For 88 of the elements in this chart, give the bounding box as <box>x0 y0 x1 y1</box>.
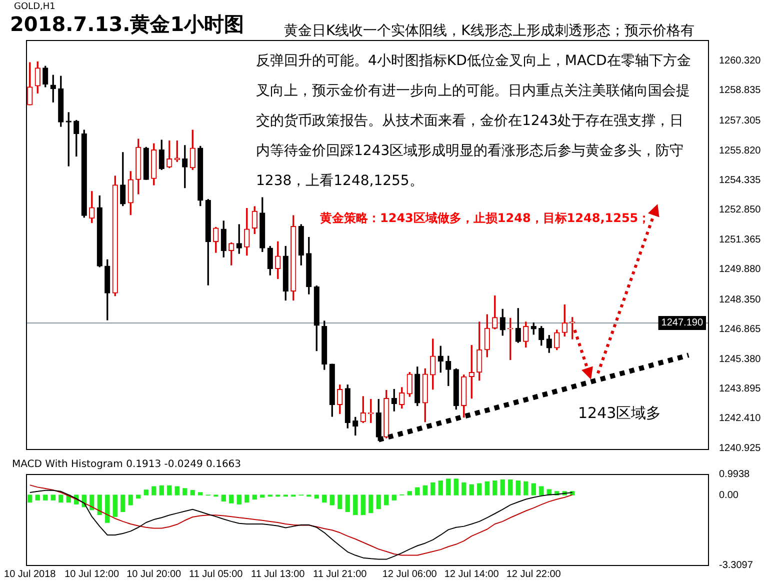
y-tick-label: 1242.410 <box>719 413 762 424</box>
bar <box>330 494 334 506</box>
y-tick-label: 1245.380 <box>719 354 762 365</box>
x-tick-label: 10 Jul 20:00 <box>126 568 182 580</box>
y-tick-label: 1257.305 <box>719 116 762 127</box>
bar <box>136 494 141 499</box>
bar <box>438 480 443 496</box>
bar <box>477 483 482 496</box>
bar <box>128 494 133 506</box>
bar <box>120 494 126 512</box>
x-tick-label: 10 Jul 2018 <box>4 568 56 580</box>
bar <box>167 485 172 496</box>
y-tick-label: 1252.850 <box>719 204 762 216</box>
bar <box>182 488 188 496</box>
x-tick-label: 11 Jul 13:00 <box>251 568 306 580</box>
y-tick-label: -3.3097 <box>719 560 754 571</box>
chart-title: 2018.7.13.黄金1小时图 <box>10 11 244 38</box>
bar <box>159 485 164 496</box>
bar <box>144 490 148 496</box>
bar <box>221 494 226 502</box>
bar <box>50 494 56 500</box>
x-tick-label: 12 Jul 06:00 <box>382 568 438 580</box>
bar <box>105 494 110 523</box>
ref-line-label: 1247.190 <box>661 318 704 329</box>
bar <box>524 481 528 496</box>
chart-subtitle: GOLD,H1 <box>14 2 56 12</box>
bar <box>35 494 40 500</box>
bar <box>260 494 265 498</box>
bar <box>236 494 242 504</box>
annotation: 黄金日K线收一个实体阳线，K线形态上形成刺透形态；预示价格有反弹回升的可能。4小时图指标KD低位金叉向上，MACD在零轴下方金叉向上，预示金价有进一步向上的可能。日内重点关注美联储向国会提交的货币政策报告。从技术面来看，金价在1243处于存在强支撑，日内等待金价回踩1243区域形成明显的看涨形态后参与黄金多头，防守1238，上看1248,1255。 <box>256 22 696 191</box>
x-tick-label: 10 Jul 12:00 <box>64 568 120 580</box>
bar <box>462 482 466 496</box>
annotation: 1243区域多 <box>578 404 662 423</box>
y-tick-label: 1258.835 <box>719 85 762 96</box>
bar <box>392 494 396 500</box>
bar <box>430 482 436 496</box>
bar <box>190 490 195 496</box>
bar <box>90 494 94 510</box>
bar <box>484 481 490 496</box>
y-tick-label: 1243.895 <box>719 384 762 395</box>
bar <box>174 486 180 496</box>
y-tick-label: 1260.320 <box>719 56 762 67</box>
x-tick-label: 11 Jul 21:00 <box>313 568 368 580</box>
bar <box>500 479 505 496</box>
chart-title: MACD With Histogram 0.1913 -0.0249 0.1663 <box>12 459 242 470</box>
bar <box>492 480 498 496</box>
bar <box>314 494 319 499</box>
bar <box>531 483 536 496</box>
y-tick-label: 1251.365 <box>719 234 762 246</box>
x-tick-label: 12 Jul 14:00 <box>444 568 500 580</box>
y-tick-label: 0.00 <box>719 490 739 501</box>
bar <box>97 494 102 516</box>
bar <box>516 480 520 496</box>
bar <box>454 478 458 496</box>
bar <box>407 491 412 496</box>
bar <box>345 494 350 512</box>
y-tick-label: 1248.350 <box>719 294 762 306</box>
x-tick-label: 11 Jul 05:00 <box>189 568 244 580</box>
bar <box>376 494 381 510</box>
bar <box>508 479 513 496</box>
bar <box>469 484 474 496</box>
bar <box>252 494 257 500</box>
y-tick-label: 0.9938 <box>719 468 750 480</box>
bar <box>422 485 428 496</box>
bar <box>360 494 366 516</box>
bar <box>229 494 234 504</box>
bar <box>539 486 544 496</box>
bar <box>58 494 64 503</box>
bar <box>415 487 420 496</box>
bar <box>338 494 342 510</box>
bar <box>384 494 389 506</box>
bar <box>322 494 327 503</box>
bar <box>368 494 374 514</box>
bar <box>43 494 48 500</box>
bar <box>446 478 451 496</box>
bar <box>353 494 358 516</box>
y-tick-label: 1246.865 <box>719 324 762 336</box>
bar <box>112 494 118 517</box>
y-tick-label: 1249.880 <box>719 264 762 276</box>
bar <box>244 494 250 503</box>
y-tick-label: 1240.925 <box>719 442 762 454</box>
y-tick-label: 1255.820 <box>719 145 762 156</box>
bar <box>198 492 203 496</box>
bar <box>28 494 32 503</box>
annotation: 黄金策略：1243区域做多，止损1248，目标1248,1255； <box>320 210 650 227</box>
bar <box>152 486 156 496</box>
y-tick-label: 1254.335 <box>719 175 762 186</box>
x-tick-label: 12 Jul 22:00 <box>506 568 562 580</box>
